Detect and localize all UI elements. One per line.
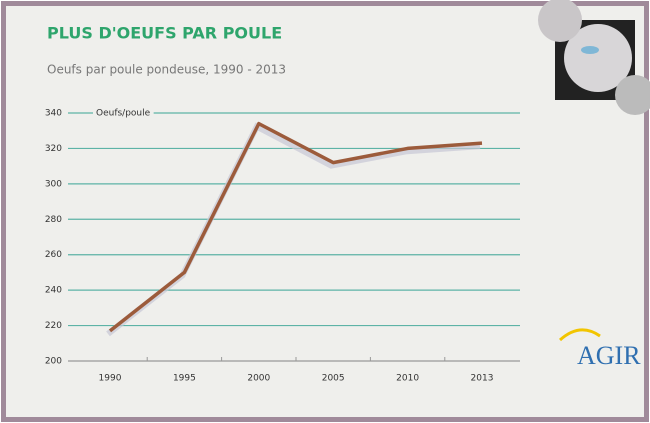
y-unit-label: Oeufs/poule xyxy=(96,109,151,119)
y-tick-label: 340 xyxy=(45,109,62,119)
y-tick-label: 260 xyxy=(45,250,62,260)
y-tick-label: 220 xyxy=(45,321,62,331)
y-tick-label: 320 xyxy=(45,144,62,154)
y-tick-label: 300 xyxy=(45,179,62,189)
logo: AGIR xyxy=(577,341,641,370)
x-tick-label: 2013 xyxy=(471,374,494,384)
x-tick-label: 2010 xyxy=(396,374,419,384)
chart: PLUS D'OEUFS PAR POULE Oeufs par poule p… xyxy=(0,0,650,423)
x-tick-label: 2000 xyxy=(247,374,270,384)
x-tick-label: 1990 xyxy=(99,374,122,384)
chart-title: PLUS D'OEUFS PAR POULE xyxy=(47,24,282,43)
x-tick-label: 2005 xyxy=(322,374,345,384)
x-tick-label: 1995 xyxy=(173,374,196,384)
page: PLUS D'OEUFS PAR POULE Oeufs par poule p… xyxy=(0,0,650,423)
y-tick-label: 240 xyxy=(45,286,62,296)
y-tick-label: 280 xyxy=(45,215,62,225)
y-tick-label: 200 xyxy=(45,357,62,367)
chart-subtitle: Oeufs par poule pondeuse, 1990 - 2013 xyxy=(47,63,286,77)
